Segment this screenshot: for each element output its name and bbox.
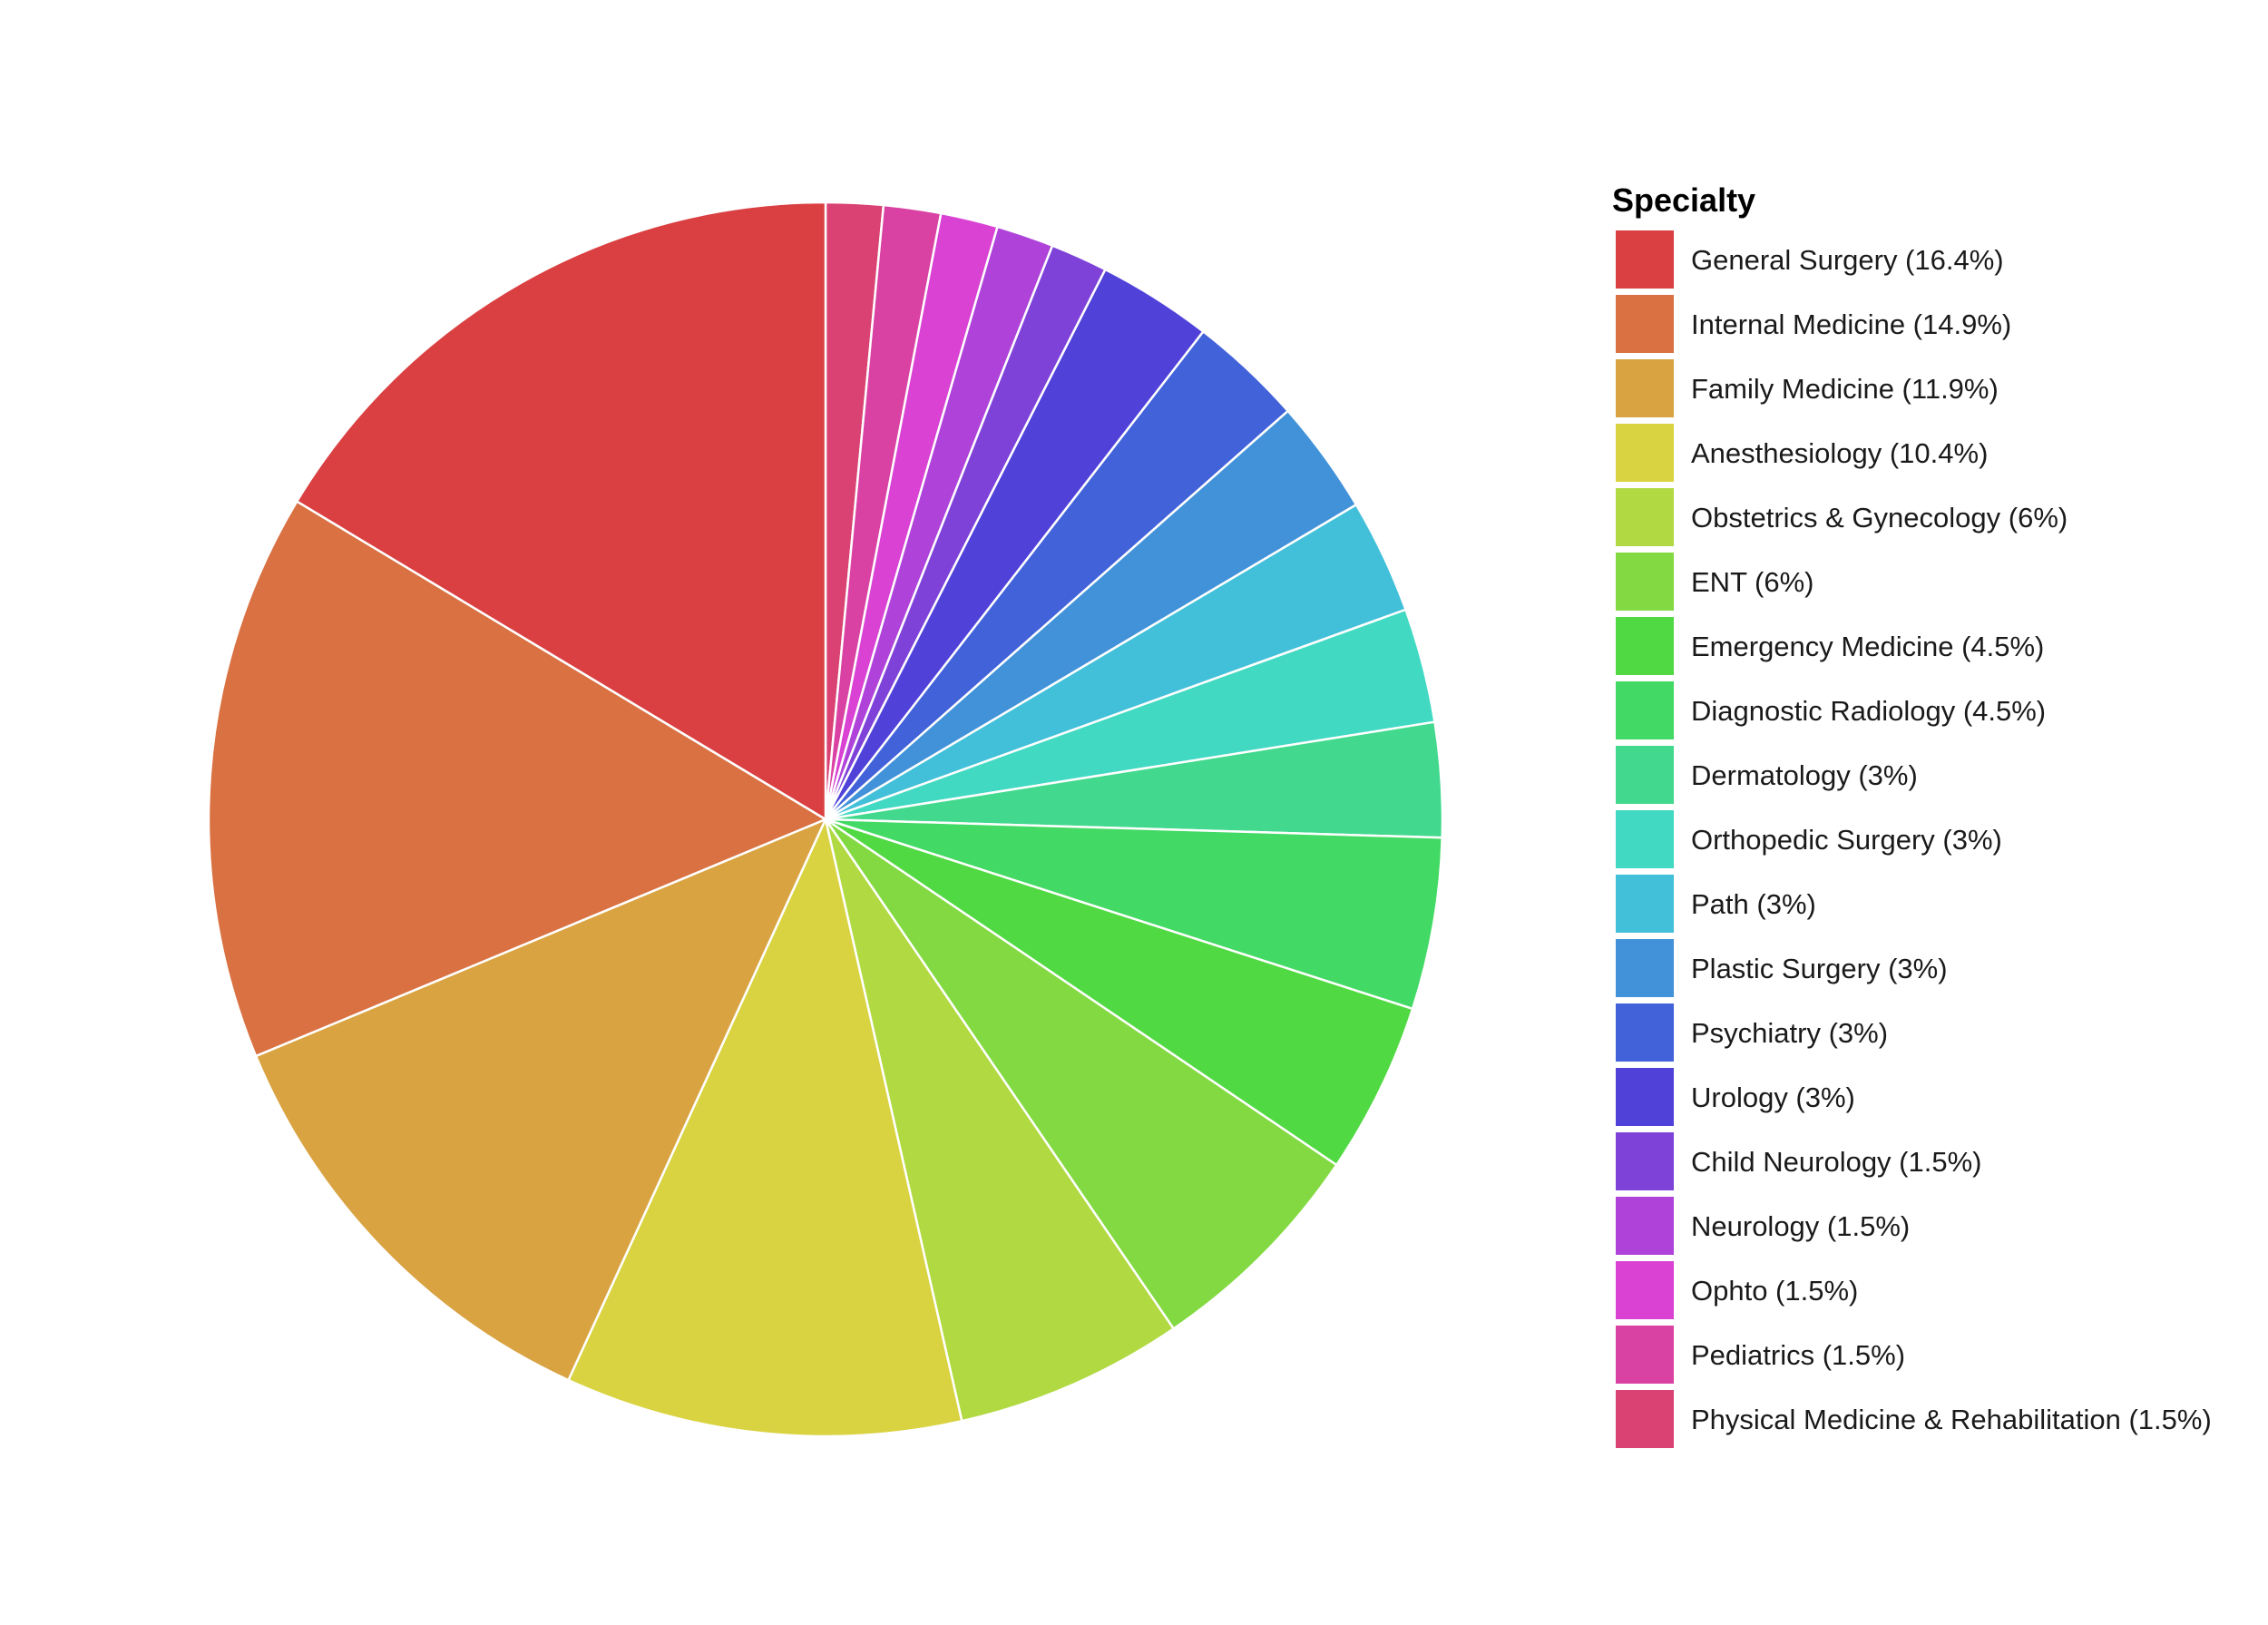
legend-label-7: Diagnostic Radiology (4.5%) <box>1691 695 2046 727</box>
legend-swatch-3 <box>1614 422 1676 484</box>
legend-label-14: Child Neurology (1.5%) <box>1691 1146 1981 1178</box>
legend-swatch-6 <box>1614 615 1676 677</box>
legend-label-6: Emergency Medicine (4.5%) <box>1691 631 2044 662</box>
pie-slice-5 <box>824 817 1338 1330</box>
legend-label-17: Pediatrics (1.5%) <box>1691 1339 1905 1371</box>
legend-label-4: Obstetrics & Gynecology (6%) <box>1691 502 2068 534</box>
pie-slice-7 <box>824 817 1443 1011</box>
legend-label-15: Neurology (1.5%) <box>1691 1210 1910 1242</box>
legend-swatch-8 <box>1614 744 1676 806</box>
legend-label-11: Plastic Surgery (3%) <box>1691 953 1948 984</box>
legend-swatch-9 <box>1614 808 1676 870</box>
legend-swatch-12 <box>1614 1002 1676 1063</box>
legend-label-2: Family Medicine (11.9%) <box>1691 373 1999 405</box>
legend-label-18: Physical Medicine & Rehabilitation (1.5%… <box>1691 1404 2212 1435</box>
legend-label-13: Urology (3%) <box>1691 1082 1855 1113</box>
legend-swatch-5 <box>1614 551 1676 612</box>
legend-swatch-14 <box>1614 1131 1676 1192</box>
pie-slices <box>207 201 1444 1438</box>
legend-label-10: Path (3%) <box>1691 888 1816 920</box>
legend-label-1: Internal Medicine (14.9%) <box>1691 308 2011 340</box>
pie-slice-0 <box>295 201 827 821</box>
legend-swatch-0 <box>1614 229 1676 290</box>
pie-slice-6 <box>824 817 1414 1167</box>
legend-swatch-10 <box>1614 873 1676 935</box>
pie-slice-4 <box>824 817 1175 1423</box>
legend-title: Specialty <box>1612 181 1755 219</box>
legend-swatch-15 <box>1614 1195 1676 1257</box>
legend-swatch-4 <box>1614 486 1676 548</box>
pie-slice-2 <box>254 817 827 1382</box>
legend-swatch-18 <box>1614 1388 1676 1450</box>
legend-label-3: Anesthesiology (10.4%) <box>1691 437 1988 469</box>
pie-slice-1 <box>207 500 827 1058</box>
legend-swatch-11 <box>1614 937 1676 999</box>
pie-slice-3 <box>567 817 963 1438</box>
legend-label-16: Ophto (1.5%) <box>1691 1275 1858 1307</box>
legend-label-12: Psychiatry (3%) <box>1691 1017 1888 1049</box>
legend-label-0: General Surgery (16.4%) <box>1691 244 2004 276</box>
legend-label-9: Orthopedic Surgery (3%) <box>1691 824 2002 856</box>
legend-swatch-13 <box>1614 1066 1676 1128</box>
legend-swatch-7 <box>1614 680 1676 741</box>
legend-swatch-1 <box>1614 293 1676 355</box>
legend-swatch-16 <box>1614 1259 1676 1321</box>
legend-label-5: ENT (6%) <box>1691 566 1814 598</box>
legend-items: General Surgery (16.4%) Internal Medicine… <box>1614 229 2212 1450</box>
legend-swatch-2 <box>1614 357 1676 419</box>
legend-swatch-17 <box>1614 1324 1676 1385</box>
legend: Specialty General Surgery (16.4%) Interna… <box>1612 181 2212 1450</box>
legend-label-8: Dermatology (3%) <box>1691 759 1918 791</box>
